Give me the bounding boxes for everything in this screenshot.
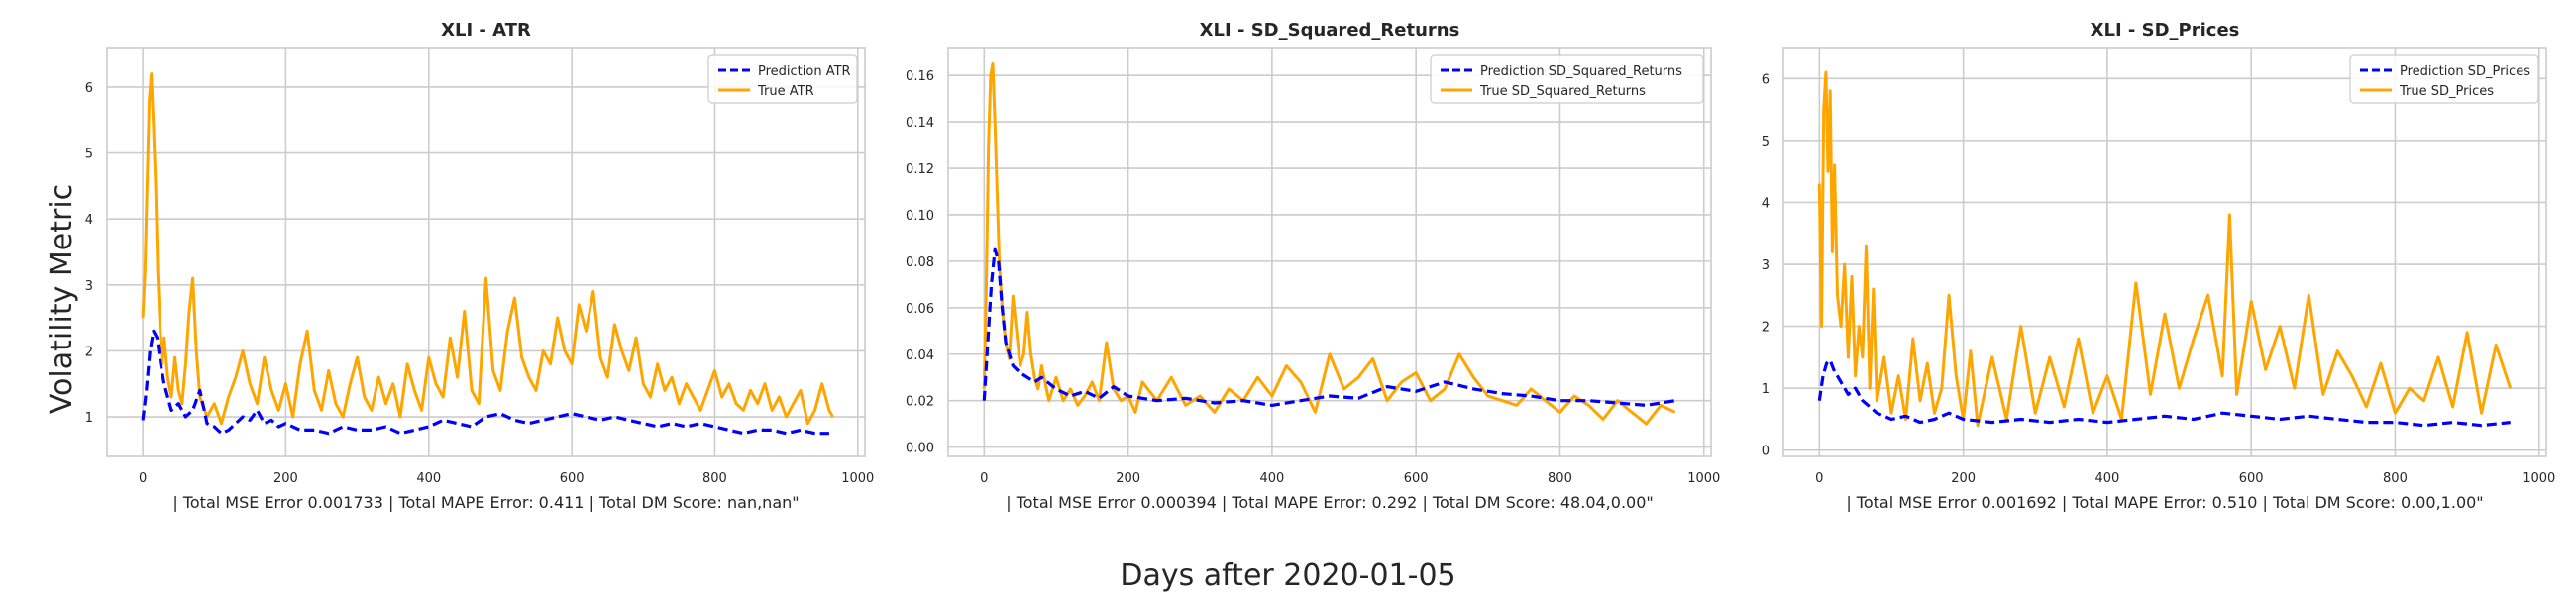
- plot-frame: [1782, 47, 2547, 457]
- legend-label: Prediction ATR: [758, 64, 851, 79]
- y-tick-label: 5: [1762, 135, 1770, 149]
- x-tick-label: 1000: [2522, 471, 2555, 486]
- y-tick-label: 0.02: [906, 395, 934, 410]
- y-tick-label: 4: [85, 213, 93, 228]
- legend: Prediction ATR True ATR: [707, 54, 858, 104]
- y-tick-label: 2: [85, 345, 93, 359]
- y-tick-label: 6: [85, 81, 93, 96]
- plot-frame: [106, 47, 866, 457]
- y-tick-label: 1: [1762, 382, 1770, 397]
- figure-xlabel: Days after 2020-01-05: [1120, 558, 1455, 593]
- y-tick-label: 2: [1762, 321, 1770, 336]
- x-tick-label: 800: [1548, 471, 1572, 486]
- x-tick-label: 1000: [841, 471, 874, 486]
- panel-atr: 0 200 400 600 800 1000 1 2 3 4 5 6 XLI - ATR | Total …: [85, 20, 875, 512]
- chart-title: XLI - SD_Prices: [2091, 20, 2240, 41]
- x-tick-label: 600: [2239, 471, 2264, 486]
- y-tick-label: 0.04: [906, 348, 934, 363]
- chart-xlabel: | Total MSE Error 0.000394 | Total MAPE …: [1006, 493, 1654, 512]
- x-tick-label: 0: [139, 471, 147, 486]
- panel-sd-prices: 0 200 400 600 800 1000 0 1 2 3 4 5 6 XLI - SD_Prices |…: [1762, 20, 2556, 512]
- legend-label: Prediction SD_Prices: [2400, 64, 2530, 79]
- x-tick-label: 200: [1116, 471, 1140, 486]
- x-tick-label: 600: [1404, 471, 1429, 486]
- chart-xlabel: | Total MSE Error 0.001692 | Total MAPE …: [1846, 493, 2483, 512]
- legend-label: True ATR: [757, 84, 814, 99]
- chart-title: XLI - SD_Squared_Returns: [1200, 20, 1460, 41]
- legend-box: [1430, 54, 1704, 104]
- prediction-series-line: [982, 248, 1675, 407]
- y-tick-label: 0.08: [906, 255, 934, 270]
- y-tick-label: 0.16: [906, 69, 934, 84]
- true-series-line: [982, 61, 1676, 426]
- panel-sd-squared-returns: 0 200 400 600 800 1000 0.00 0.02 0.04 0.06 0.08 0.1…: [906, 20, 1720, 512]
- y-tick-label: 6: [1762, 72, 1770, 87]
- y-tick-label: 0.00: [906, 442, 934, 456]
- x-tick-label: 0: [1815, 471, 1823, 486]
- y-tick-label: 3: [85, 279, 93, 294]
- chart-title: XLI - ATR: [441, 20, 531, 41]
- legend-label: True SD_Prices: [2399, 84, 2494, 99]
- x-tick-label: 400: [416, 471, 441, 486]
- y-tick-label: 0.06: [906, 302, 934, 317]
- legend-box: [2349, 54, 2539, 104]
- legend-label: Prediction SD_Squared_Returns: [1480, 64, 1682, 79]
- x-tick-label: 600: [560, 471, 585, 486]
- legend-label: True SD_Squared_Returns: [1479, 84, 1646, 99]
- figure-ylabel: Volatility Metric: [45, 184, 79, 414]
- prediction-series-line: [1817, 358, 2511, 428]
- y-tick-label: 5: [85, 148, 93, 162]
- x-tick-label: 800: [2383, 471, 2408, 486]
- y-tick-label: 0: [1762, 445, 1770, 459]
- x-tick-label: 0: [980, 471, 988, 486]
- y-tick-label: 0.10: [906, 209, 934, 224]
- x-tick-label: 200: [1951, 471, 1976, 486]
- y-tick-label: 4: [1762, 196, 1770, 211]
- x-tick-label: 800: [702, 471, 727, 486]
- plot-frame: [947, 47, 1712, 457]
- y-tick-label: 0.14: [906, 116, 934, 131]
- x-tick-label: 400: [1259, 471, 1284, 486]
- x-tick-label: 1000: [1687, 471, 1720, 486]
- prediction-series-line: [141, 329, 829, 436]
- chart-xlabel: | Total MSE Error 0.001733 | Total MAPE …: [172, 493, 799, 512]
- legend: Prediction SD_Prices True SD_Prices: [2349, 54, 2539, 104]
- y-tick-label: 1: [85, 411, 93, 426]
- true-series-line: [141, 72, 834, 426]
- true-series-line: [1817, 70, 2513, 428]
- legend: Prediction SD_Squared_Returns True SD_Squ…: [1430, 54, 1704, 104]
- x-tick-label: 400: [2094, 471, 2119, 486]
- x-tick-label: 200: [273, 471, 298, 486]
- y-tick-label: 3: [1762, 258, 1770, 273]
- y-tick-label: 0.12: [906, 162, 934, 177]
